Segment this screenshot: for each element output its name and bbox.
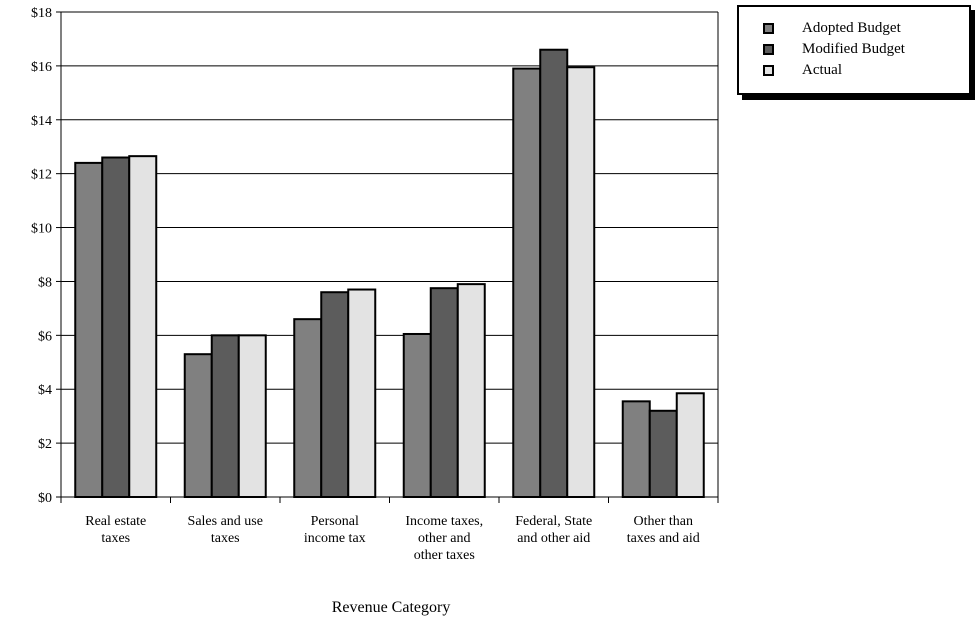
category-labels: Real estate taxes Sales and use taxes Person… [85, 514, 700, 563]
bar [101, 156, 131, 498]
y-tick-label: $4 [38, 383, 52, 398]
axes [56, 11, 719, 503]
bar [347, 288, 377, 498]
legend-item-actual: Actual [763, 61, 842, 79]
bar [539, 48, 569, 498]
legend-swatch-adopted [763, 22, 774, 34]
y-tick-label: $12 [31, 168, 52, 183]
category-label: Real estate taxes [85, 514, 146, 546]
y-tick-label: $6 [38, 329, 52, 344]
y-tick-label: $10 [31, 222, 52, 237]
bar [74, 161, 104, 498]
category-label: Income taxes, other and other taxes [405, 514, 483, 563]
bar [675, 392, 705, 498]
legend-label-actual: Actual [802, 61, 842, 78]
bar [402, 332, 432, 498]
category-label: Federal, State and other aid [515, 514, 592, 546]
legend-item-adopted: Adopted Budget [763, 19, 901, 37]
bar [566, 66, 596, 498]
bar [429, 287, 459, 498]
y-tick-label: $8 [38, 275, 52, 290]
bars [74, 48, 705, 499]
category-label: Sales and use taxes [188, 514, 263, 546]
legend: Adopted Budget Modified Budget Actual [737, 5, 971, 95]
legend-label-adopted: Adopted Budget [802, 19, 901, 36]
y-tick-label: $14 [31, 114, 52, 129]
legend-swatch-actual [763, 64, 774, 76]
legend-swatch-modified [763, 43, 774, 55]
category-label: Personal income tax [304, 514, 366, 546]
bar [183, 353, 213, 499]
y-tick-label: $2 [38, 437, 52, 452]
bar [210, 334, 240, 499]
y-tick-label: $16 [31, 60, 52, 75]
legend-item-modified: Modified Budget [763, 40, 905, 58]
bar [293, 318, 323, 498]
bar [237, 334, 267, 499]
x-axis-title: Revenue Category [332, 599, 451, 616]
bar [128, 155, 158, 498]
bar [456, 283, 486, 498]
y-tick-labels: $0 $2 $4 $6 $8 $10 $12 $14 $16 $18 [31, 6, 52, 506]
legend-label-modified: Modified Budget [802, 40, 905, 57]
bar [512, 67, 542, 498]
category-label: Other than taxes and aid [627, 514, 700, 546]
bar [621, 400, 651, 499]
y-tick-label: $0 [38, 491, 52, 506]
bar [648, 409, 678, 498]
y-tick-label: $18 [31, 6, 52, 21]
bar [320, 291, 350, 498]
gridlines [61, 11, 718, 444]
